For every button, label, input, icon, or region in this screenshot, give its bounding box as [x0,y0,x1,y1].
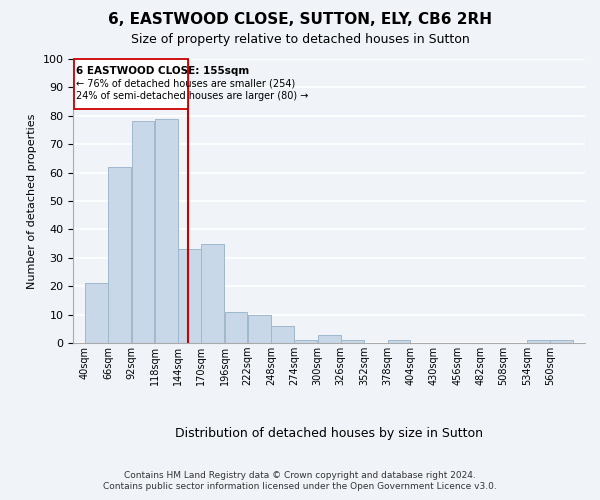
Bar [109,167,131,343]
Text: ← 76% of detached houses are smaller (254): ← 76% of detached houses are smaller (25… [76,78,295,88]
Text: 6 EASTWOOD CLOSE: 155sqm: 6 EASTWOOD CLOSE: 155sqm [76,66,249,76]
Bar [131,122,154,343]
Bar [202,244,224,343]
Text: Contains HM Land Registry data © Crown copyright and database right 2024.: Contains HM Land Registry data © Crown c… [124,471,476,480]
Bar [550,340,573,343]
Bar [155,118,178,343]
Bar [74,59,188,108]
Bar [271,326,294,343]
Text: Contains public sector information licensed under the Open Government Licence v3: Contains public sector information licen… [103,482,497,491]
Bar [225,312,247,343]
Text: Size of property relative to detached houses in Sutton: Size of property relative to detached ho… [131,32,469,46]
Bar [388,340,410,343]
Bar [85,284,108,343]
Bar [295,340,317,343]
Bar [248,314,271,343]
X-axis label: Distribution of detached houses by size in Sutton: Distribution of detached houses by size … [175,427,483,440]
Text: 24% of semi-detached houses are larger (80) →: 24% of semi-detached houses are larger (… [76,91,308,101]
Y-axis label: Number of detached properties: Number of detached properties [27,114,37,288]
Bar [527,340,550,343]
Text: 6, EASTWOOD CLOSE, SUTTON, ELY, CB6 2RH: 6, EASTWOOD CLOSE, SUTTON, ELY, CB6 2RH [108,12,492,28]
Bar [178,250,201,343]
Bar [318,334,341,343]
Bar [341,340,364,343]
